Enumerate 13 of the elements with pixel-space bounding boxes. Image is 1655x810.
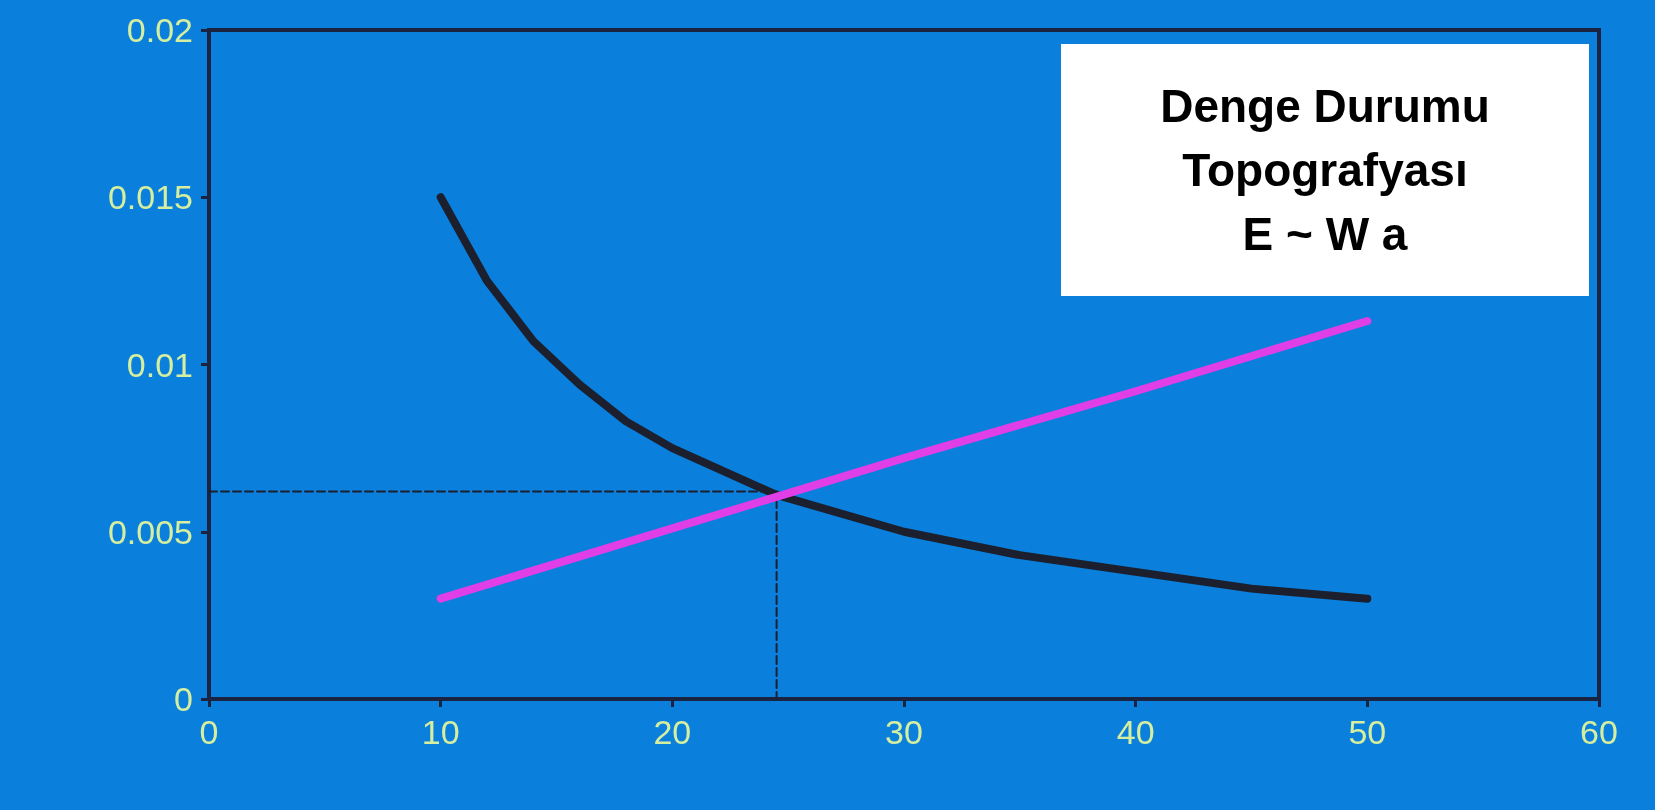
y-tick-label: 0.01 [126,345,193,384]
x-tick-label: 20 [653,713,692,751]
x-tick-label: 30 [885,713,923,751]
y-tick-label: 0.02 [126,11,193,49]
x-tick-label: 60 [1580,713,1618,751]
x-tick-label: 50 [1348,713,1387,751]
x-tick-label: 0 [199,713,219,751]
y-tick-label: 0 [174,680,193,718]
x-tick-label: 10 [421,713,460,751]
y-tick-label: 0.005 [107,512,193,551]
note-box: Denge Durumu Topografyası E ~ W a [1061,44,1589,296]
y-tick-label: 0.015 [107,178,193,217]
x-tick-label: 40 [1116,713,1155,751]
